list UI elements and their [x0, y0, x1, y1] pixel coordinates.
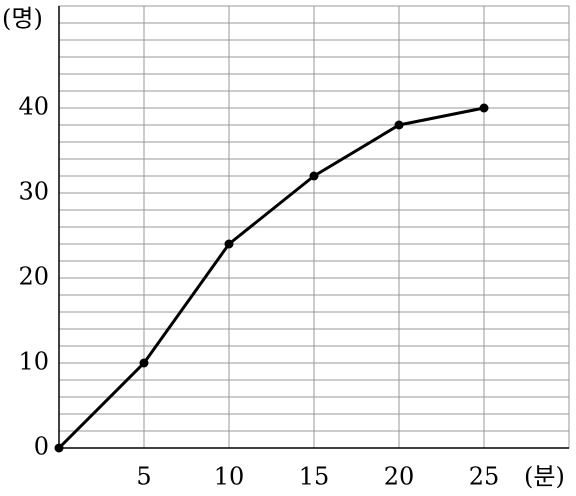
x-tick-label: 20	[384, 463, 415, 491]
data-point	[479, 103, 489, 113]
x-tick-label: 10	[214, 463, 245, 491]
x-tick-label: 5	[136, 463, 151, 491]
y-tick-label: 30	[18, 178, 49, 206]
x-tick-label: 15	[299, 463, 330, 491]
x-axis-label: (분)	[524, 463, 565, 491]
y-tick-label: 0	[34, 433, 49, 461]
data-point	[139, 358, 149, 368]
data-point	[224, 239, 234, 249]
data-point	[394, 120, 404, 130]
y-axis-label: (명)	[2, 5, 43, 33]
data-point	[54, 443, 64, 453]
data-line	[57, 106, 485, 450]
y-tick-label: 20	[18, 263, 49, 291]
x-tick-label: 25	[469, 463, 500, 491]
y-tick-label: 10	[18, 348, 49, 376]
y-tick-label: 40	[18, 93, 49, 121]
data-point	[309, 171, 319, 181]
